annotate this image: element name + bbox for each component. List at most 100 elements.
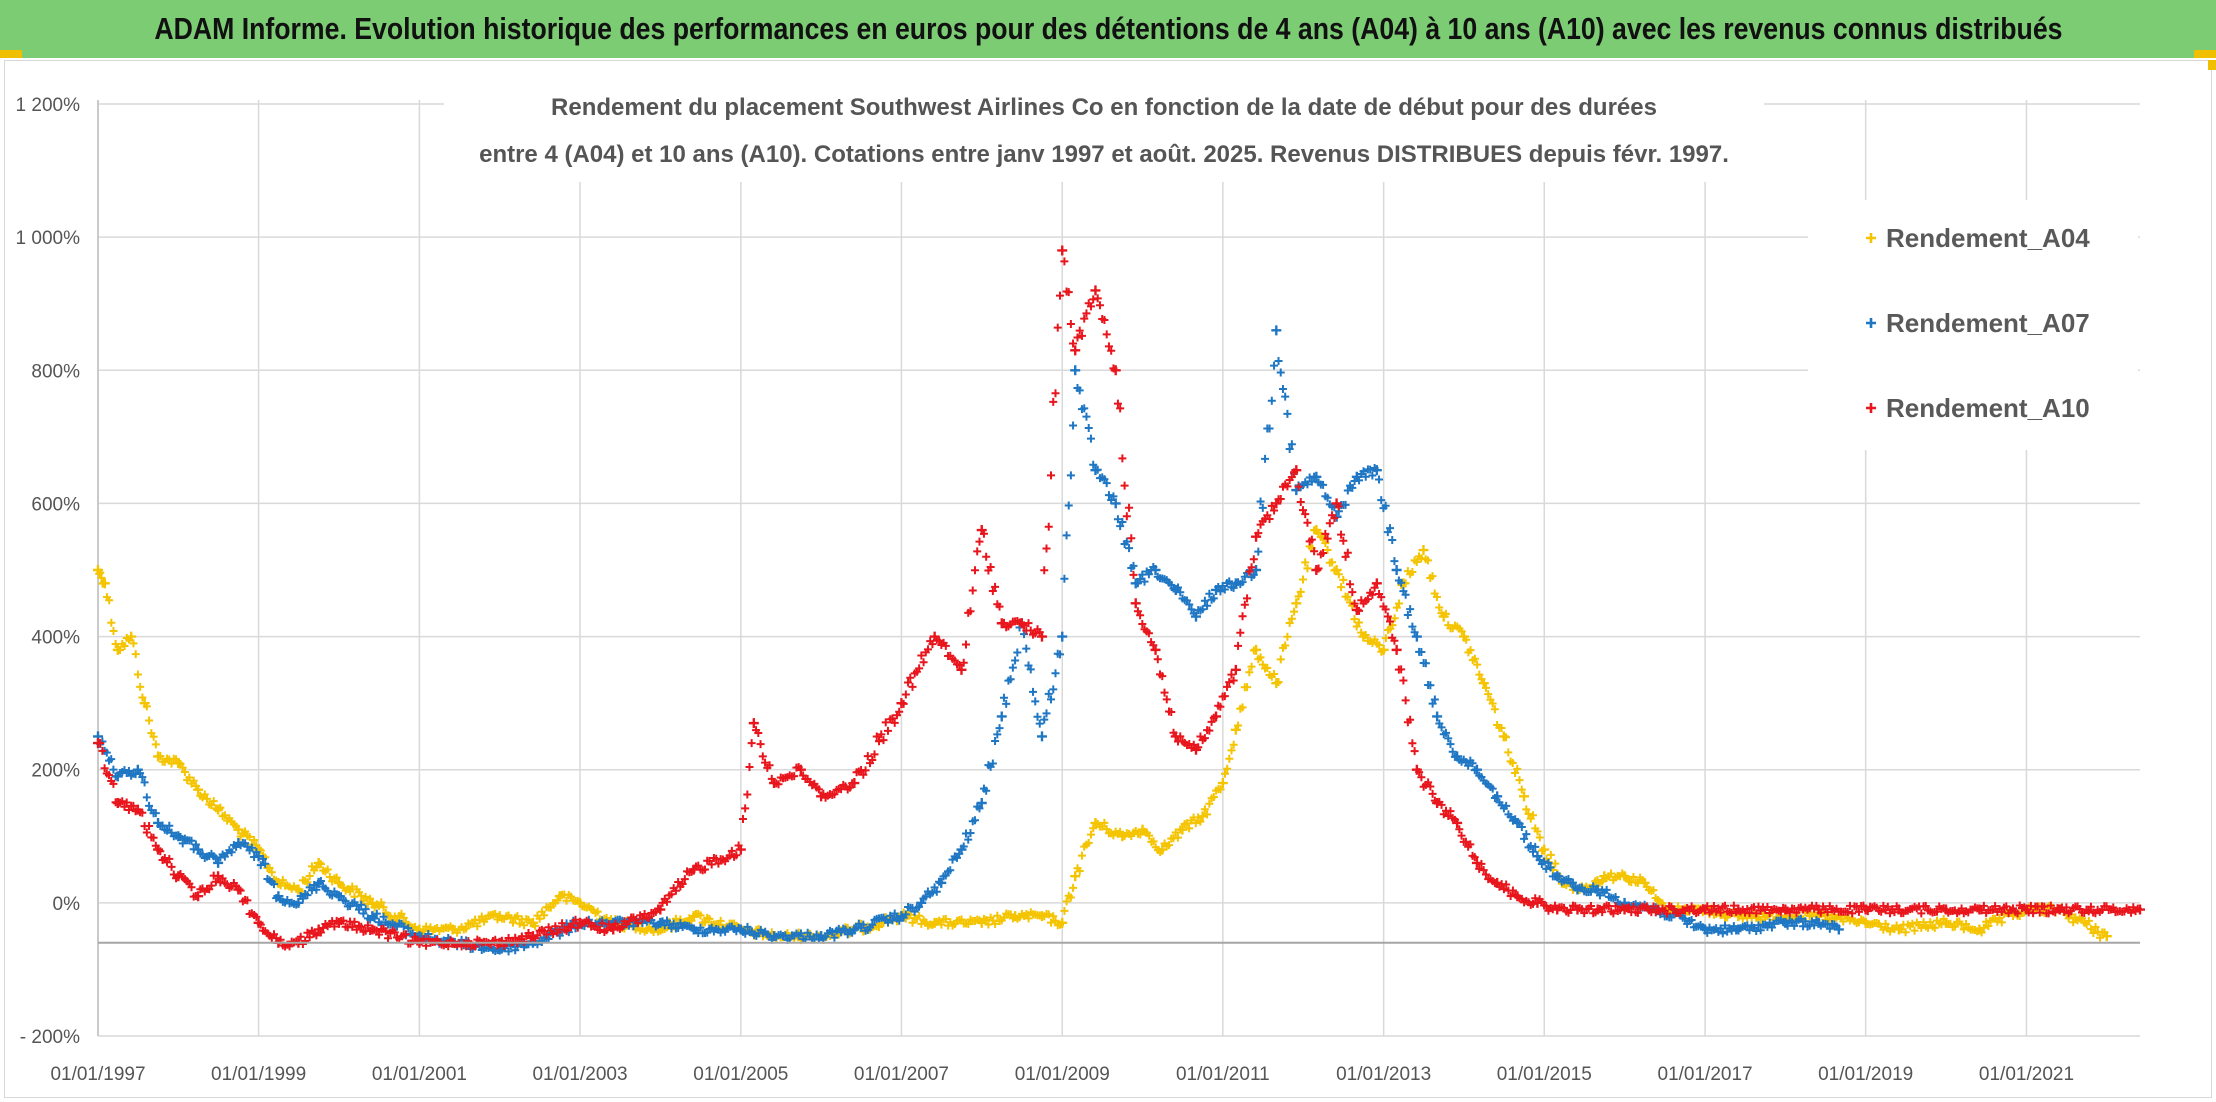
series-fill-markers (1622, 902, 1660, 917)
x-tick-label: 01/01/2017 (1658, 1064, 1753, 1085)
data-point (1090, 285, 1118, 373)
series-fill-markers (1174, 583, 1198, 618)
x-tick-label: 01/01/2005 (693, 1064, 788, 1085)
data-point (1090, 465, 1118, 505)
series-fill-markers (1703, 901, 1741, 917)
data-point (956, 537, 984, 675)
series-fill-markers (176, 759, 200, 791)
series-fill-markers (772, 928, 823, 944)
data-point (1271, 468, 1299, 509)
series-fill-markers (1897, 902, 1948, 918)
data-point (1619, 871, 1647, 887)
series-fill-markers (1194, 713, 1218, 752)
series-fill-markers (1462, 635, 1486, 684)
data-point (929, 915, 984, 930)
y-tick-label: 1 000% (16, 228, 81, 249)
series-fill-markers (1783, 914, 1821, 931)
series-fill-markers (1060, 421, 1078, 583)
series-fill-markers (1441, 609, 1466, 636)
series-fill-markers (370, 909, 422, 941)
data-point (313, 916, 341, 937)
series-fill-markers (156, 751, 181, 768)
x-tick-label: 01/01/2003 (532, 1064, 627, 1085)
data-point (929, 631, 964, 670)
data-point (1458, 631, 1486, 684)
data-point (1070, 365, 1098, 469)
data-point (1170, 731, 1198, 752)
data-point (1940, 903, 1982, 918)
data-point (795, 764, 823, 794)
series-fill-markers (1200, 785, 1225, 819)
series-fill-markers (979, 909, 1017, 929)
series-fill-markers (1060, 257, 1078, 348)
series-fill-markers (919, 877, 944, 903)
data-point (1037, 909, 1064, 930)
series-fill-markers (1642, 882, 1667, 908)
series-fill-markers (1944, 903, 1982, 918)
data-point (1512, 891, 1540, 909)
data-point (1411, 764, 1439, 805)
data-point (1700, 901, 1741, 917)
data-point (1492, 877, 1520, 900)
data-point (93, 738, 120, 807)
data-point (447, 909, 502, 937)
data-point (253, 851, 281, 903)
series-fill-markers (1863, 918, 1901, 936)
series-fill-markers (1120, 826, 1145, 841)
series-fill-markers (1334, 570, 1366, 637)
series-fill-markers (1133, 607, 1158, 650)
series-fill-markers (1153, 655, 1178, 737)
series-fill-markers (899, 637, 937, 708)
series-fill-markers (578, 916, 616, 936)
series-fill-markers (1515, 819, 1540, 856)
data-point (688, 922, 743, 938)
series-fill-markers (216, 803, 241, 831)
x-tick-label: 01/01/1999 (211, 1064, 306, 1085)
data-point (193, 784, 220, 813)
data-point (1358, 631, 1386, 656)
series-fill-markers (1816, 919, 1841, 933)
series-fill-markers (939, 849, 964, 881)
data-point (1291, 526, 1319, 609)
data-point (527, 915, 582, 943)
data-point (655, 867, 696, 915)
series-fill-markers (558, 890, 582, 906)
series-fill-markers (1174, 732, 1198, 752)
y-tick-label: 200% (31, 761, 80, 782)
data-point (1418, 545, 1446, 618)
series-fill-markers (1736, 902, 1788, 918)
data-point (1780, 914, 1821, 931)
series-fill-markers (1234, 555, 1258, 650)
series-fill-markers (296, 926, 321, 949)
data-point (1351, 464, 1379, 485)
data-point (1211, 670, 1238, 722)
series-fill-markers (216, 874, 241, 892)
series-fill-markers (1020, 619, 1044, 639)
data-point (1311, 511, 1339, 575)
data-point (132, 764, 160, 818)
x-tick-label: 01/01/2019 (1818, 1064, 1913, 1085)
data-point (112, 797, 140, 816)
series-fill-markers (1355, 583, 1379, 615)
data-point (1974, 901, 2029, 918)
series-fill-markers (1555, 901, 1580, 917)
series-fill-markers (1415, 768, 1439, 805)
x-tick-label: 01/01/2021 (1979, 1064, 2074, 1085)
series-Rendement_A07 (93, 325, 1844, 956)
data-point (1251, 501, 1279, 542)
legend-marker (1866, 318, 1876, 328)
x-tick-label: 01/01/2011 (1176, 1064, 1270, 1085)
series-fill-markers (979, 724, 1004, 795)
series-fill-markers (142, 702, 160, 749)
data-point (1492, 791, 1520, 825)
data-point (769, 928, 823, 944)
data-point (1070, 824, 1098, 882)
series-fill-markers (1254, 653, 1279, 681)
data-point (213, 841, 241, 868)
series-fill-markers (1355, 464, 1379, 485)
y-tick-label: 800% (31, 361, 80, 382)
legend-marker (1866, 233, 1876, 243)
data-point (896, 902, 924, 922)
series-fill-markers (1073, 295, 1098, 342)
data-point (333, 891, 375, 924)
